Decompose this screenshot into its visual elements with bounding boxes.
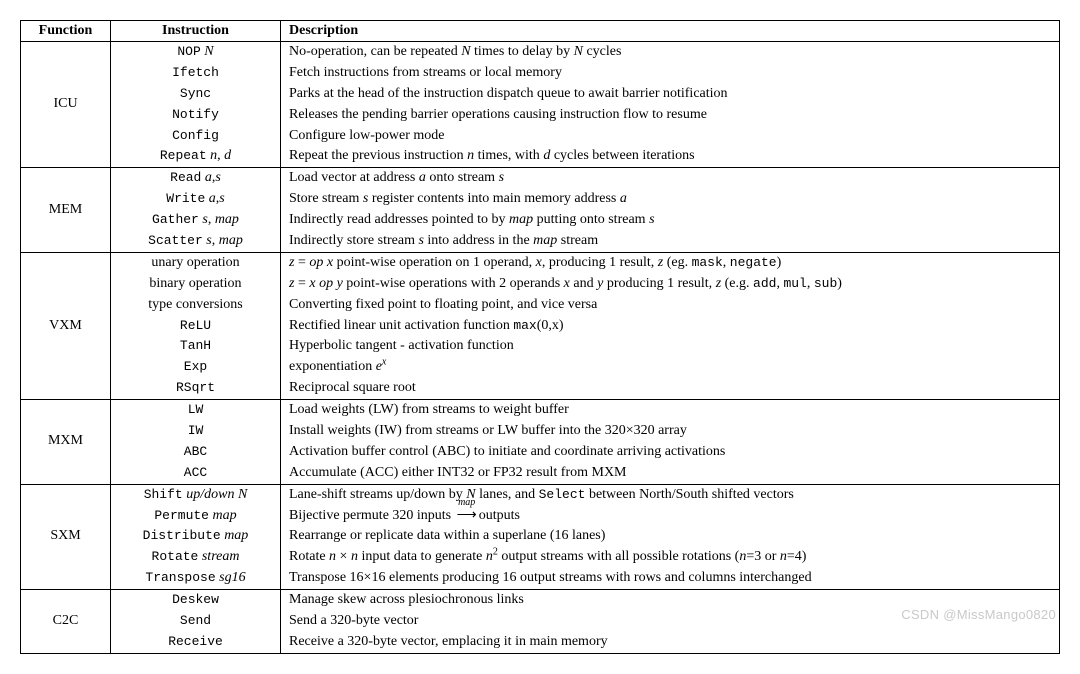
table-row: RSqrtReciprocal square root: [21, 378, 1060, 399]
instruction-cell: IW: [111, 421, 281, 442]
table-row: Permute mapBijective permute 320 inputs …: [21, 506, 1060, 527]
description-cell: Lane-shift streams up/down by N lanes, a…: [281, 484, 1060, 505]
instruction-cell: Read a,s: [111, 168, 281, 189]
table-row: VXMunary operationz = op x point-wise op…: [21, 252, 1060, 273]
description-cell: Bijective permute 320 inputs ⟶outputs: [281, 506, 1060, 527]
instruction-cell: Receive: [111, 632, 281, 653]
table-row: ICUNOP NNo-operation, can be repeated N …: [21, 42, 1060, 63]
function-cell: SXM: [21, 484, 111, 589]
instruction-cell: ACC: [111, 463, 281, 484]
description-cell: Parks at the head of the instruction dis…: [281, 84, 1060, 105]
header-instruction: Instruction: [111, 21, 281, 42]
instruction-cell: Write a,s: [111, 189, 281, 210]
table-row: ACCAccumulate (ACC) either INT32 or FP32…: [21, 463, 1060, 484]
instruction-cell: TanH: [111, 336, 281, 357]
description-cell: z = op x point-wise operation on 1 opera…: [281, 252, 1060, 273]
instruction-cell: NOP N: [111, 42, 281, 63]
table-row: ABCActivation buffer control (ABC) to in…: [21, 442, 1060, 463]
instruction-cell: Send: [111, 611, 281, 632]
table-row: ReceiveReceive a 320-byte vector, emplac…: [21, 632, 1060, 653]
description-cell: Accumulate (ACC) either INT32 or FP32 re…: [281, 463, 1060, 484]
table-row: NotifyReleases the pending barrier opera…: [21, 105, 1060, 126]
description-cell: exponentiation ex: [281, 357, 1060, 378]
header-description: Description: [281, 21, 1060, 42]
table-row: MXMLWLoad weights (LW) from streams to w…: [21, 400, 1060, 421]
description-cell: Install weights (IW) from streams or LW …: [281, 421, 1060, 442]
table-row: type conversionsConverting fixed point t…: [21, 295, 1060, 316]
description-cell: Rearrange or replicate data within a sup…: [281, 526, 1060, 547]
description-cell: Converting fixed point to floating point…: [281, 295, 1060, 316]
instruction-cell: RSqrt: [111, 378, 281, 399]
table-row: MEMRead a,sLoad vector at address a onto…: [21, 168, 1060, 189]
instruction-cell: ABC: [111, 442, 281, 463]
table-row: Repeat n, dRepeat the previous instructi…: [21, 146, 1060, 167]
instruction-table: Function Instruction Description ICUNOP …: [20, 20, 1060, 654]
header-row: Function Instruction Description: [21, 21, 1060, 42]
table-row: Rotate streamRotate n × n input data to …: [21, 547, 1060, 568]
watermark-text: CSDN @MissMango0820: [901, 607, 1056, 622]
description-cell: Configure low-power mode: [281, 126, 1060, 147]
instruction-cell: Gather s, map: [111, 210, 281, 231]
description-cell: Transpose 16×16 elements producing 16 ou…: [281, 568, 1060, 589]
description-cell: z = x op y point-wise operations with 2 …: [281, 274, 1060, 295]
instruction-cell: Deskew: [111, 590, 281, 611]
instruction-cell: Transpose sg16: [111, 568, 281, 589]
instruction-cell: type conversions: [111, 295, 281, 316]
description-cell: No-operation, can be repeated N times to…: [281, 42, 1060, 63]
instruction-cell: Exp: [111, 357, 281, 378]
description-cell: Store stream s register contents into ma…: [281, 189, 1060, 210]
instruction-cell: Config: [111, 126, 281, 147]
instruction-cell: Rotate stream: [111, 547, 281, 568]
table-row: Write a,sStore stream s register content…: [21, 189, 1060, 210]
instruction-cell: Ifetch: [111, 63, 281, 84]
instruction-cell: unary operation: [111, 252, 281, 273]
function-cell: VXM: [21, 252, 111, 399]
table-row: SXMShift up/down NLane-shift streams up/…: [21, 484, 1060, 505]
table-row: IfetchFetch instructions from streams or…: [21, 63, 1060, 84]
table-row: TanHHyperbolic tangent - activation func…: [21, 336, 1060, 357]
description-cell: Indirectly read addresses pointed to by …: [281, 210, 1060, 231]
instruction-cell: Sync: [111, 84, 281, 105]
instruction-cell: Repeat n, d: [111, 146, 281, 167]
instruction-cell: binary operation: [111, 274, 281, 295]
table-row: SyncParks at the head of the instruction…: [21, 84, 1060, 105]
instruction-cell: Distribute map: [111, 526, 281, 547]
description-cell: Load vector at address a onto stream s: [281, 168, 1060, 189]
header-function: Function: [21, 21, 111, 42]
function-cell: C2C: [21, 590, 111, 654]
description-cell: Fetch instructions from streams or local…: [281, 63, 1060, 84]
description-cell: Releases the pending barrier operations …: [281, 105, 1060, 126]
description-cell: Repeat the previous instruction n times,…: [281, 146, 1060, 167]
description-cell: Hyperbolic tangent - activation function: [281, 336, 1060, 357]
function-cell: MEM: [21, 168, 111, 253]
instruction-cell: Notify: [111, 105, 281, 126]
description-cell: Activation buffer control (ABC) to initi…: [281, 442, 1060, 463]
function-cell: MXM: [21, 400, 111, 485]
table-row: Expexponentiation ex: [21, 357, 1060, 378]
description-cell: Indirectly store stream s into address i…: [281, 231, 1060, 252]
table-row: Scatter s, mapIndirectly store stream s …: [21, 231, 1060, 252]
table-row: binary operationz = x op y point-wise op…: [21, 274, 1060, 295]
description-cell: Load weights (LW) from streams to weight…: [281, 400, 1060, 421]
function-cell: ICU: [21, 42, 111, 168]
instruction-cell: Permute map: [111, 506, 281, 527]
instruction-cell: Scatter s, map: [111, 231, 281, 252]
description-cell: Rotate n × n input data to generate n2 o…: [281, 547, 1060, 568]
table-row: IWInstall weights (IW) from streams or L…: [21, 421, 1060, 442]
instruction-cell: Shift up/down N: [111, 484, 281, 505]
table-row: Gather s, mapIndirectly read addresses p…: [21, 210, 1060, 231]
description-cell: Receive a 320-byte vector, emplacing it …: [281, 632, 1060, 653]
table-row: ConfigConfigure low-power mode: [21, 126, 1060, 147]
description-cell: Rectified linear unit activation functio…: [281, 316, 1060, 337]
table-row: Transpose sg16Transpose 16×16 elements p…: [21, 568, 1060, 589]
instruction-cell: ReLU: [111, 316, 281, 337]
description-cell: Reciprocal square root: [281, 378, 1060, 399]
table-row: Distribute mapRearrange or replicate dat…: [21, 526, 1060, 547]
table-row: ReLURectified linear unit activation fun…: [21, 316, 1060, 337]
instruction-cell: LW: [111, 400, 281, 421]
